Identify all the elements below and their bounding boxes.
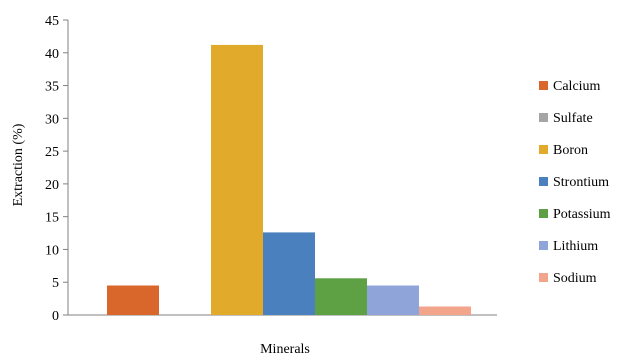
- legend-label: Strontium: [553, 175, 609, 190]
- y-tick-label: 45: [45, 14, 59, 29]
- y-tick-label: 10: [45, 243, 59, 258]
- y-tick-label: 40: [45, 47, 59, 62]
- bar-strontium: [263, 232, 315, 315]
- legend-item-boron: Boron: [539, 143, 588, 158]
- y-tick-label: 5: [52, 276, 59, 291]
- legend-item-sodium: Sodium: [539, 271, 597, 286]
- legend-label: Lithium: [553, 239, 598, 254]
- y-tick-label: 35: [45, 80, 59, 95]
- bar-potassium: [315, 278, 367, 315]
- y-axis-label: Extraction (%): [11, 123, 26, 206]
- legend-swatch: [539, 177, 548, 186]
- legend-label: Boron: [553, 143, 588, 158]
- legend-label: Sulfate: [553, 111, 593, 126]
- legend-swatch: [539, 273, 548, 282]
- legend-item-calcium: Calcium: [539, 79, 601, 94]
- y-tick-label: 20: [45, 178, 59, 193]
- y-tick-label: 15: [45, 211, 59, 226]
- legend-swatch: [539, 145, 548, 154]
- legend-swatch: [539, 113, 548, 122]
- legend-item-strontium: Strontium: [539, 175, 609, 190]
- legend-item-lithium: Lithium: [539, 239, 598, 254]
- legend-item-potassium: Potassium: [539, 207, 611, 222]
- bar-lithium: [367, 285, 419, 315]
- y-tick-label: 25: [45, 145, 59, 160]
- bars: [107, 44, 471, 316]
- bar-boron: [211, 44, 263, 316]
- bar-calcium: [107, 285, 159, 315]
- y-axis: 0 5 10 15 20 25 30 35 40 45: [45, 14, 497, 324]
- y-tick-label: 0: [52, 309, 59, 324]
- legend-label: Calcium: [553, 79, 601, 94]
- legend-swatch: [539, 209, 548, 218]
- legend-swatch: [539, 81, 548, 90]
- legend-item-sulfate: Sulfate: [539, 111, 593, 126]
- legend-label: Sodium: [553, 271, 597, 286]
- legend-swatch: [539, 241, 548, 250]
- legend: Calcium Sulfate Boron Strontium Potassium Lit…: [539, 79, 611, 286]
- y-tick-label: 30: [45, 112, 59, 127]
- bar-sodium: [419, 306, 471, 315]
- legend-label: Potassium: [553, 207, 611, 222]
- x-axis-label: Minerals: [260, 342, 310, 356]
